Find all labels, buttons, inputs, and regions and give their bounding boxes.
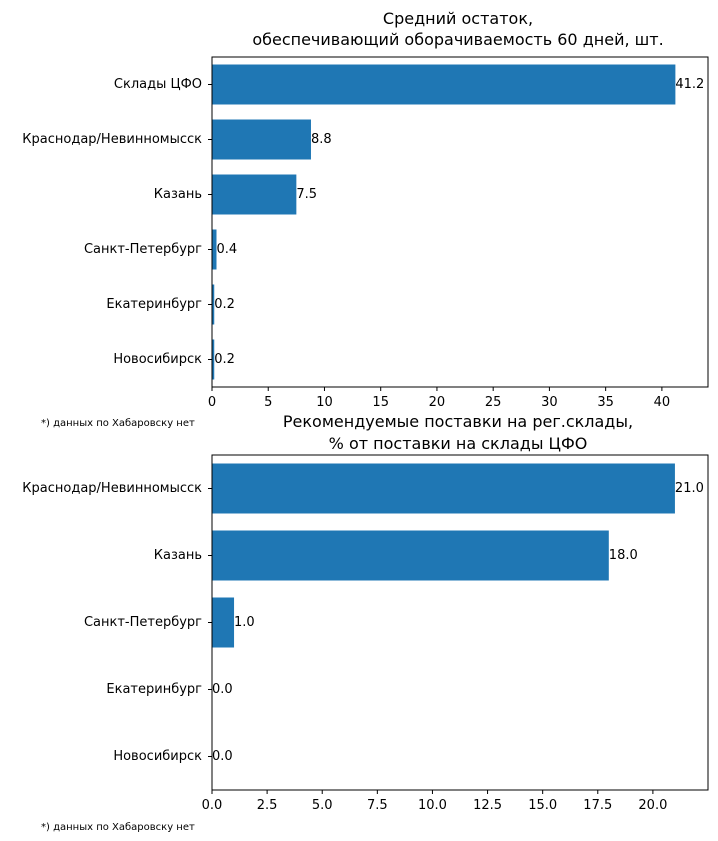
y-tick-label: Новосибирск: [113, 352, 202, 367]
data-labels: 21.0 18.0 1.0 0.0 0.0: [212, 481, 704, 764]
x-tick-label: 20: [429, 395, 446, 410]
x-tick-label: 0: [208, 395, 216, 410]
y-tick-labels: Склады ЦФО Краснодар/Невинномысск Казань Са…: [22, 77, 212, 367]
x-tick-label: 5.0: [312, 798, 333, 813]
chart-average-stock: Средний остаток, обеспечивающий оборачив…: [22, 9, 709, 429]
bar: [212, 530, 609, 581]
y-tick-label: Екатеринбург: [106, 682, 202, 697]
x-tick-label: 17.5: [583, 798, 612, 813]
plot-frame: [211, 454, 709, 791]
bar: [212, 284, 215, 325]
y-tick-label: Санкт-Петербург: [84, 615, 202, 630]
y-tick-label: Казань: [154, 548, 202, 563]
data-label: 8.8: [311, 132, 332, 147]
x-tick-label: 15.0: [528, 798, 557, 813]
x-tick-label: 10.0: [418, 798, 447, 813]
bar: [212, 463, 675, 514]
data-label: 1.0: [234, 615, 255, 630]
data-label: 41.2: [675, 77, 704, 92]
y-tick-label: Склады ЦФО: [114, 77, 202, 92]
data-label: 18.0: [609, 548, 638, 563]
bar: [212, 597, 235, 648]
chart-title-line-2: обеспечивающий оборачиваемость 60 дней, …: [252, 30, 663, 49]
y-tick-label: Казань: [154, 187, 202, 202]
chart-title-line-1: Рекомендуемые поставки на рег.склады,: [283, 412, 633, 431]
y-tick-label: Краснодар/Невинномысск: [22, 481, 202, 496]
x-tick-label: 40: [654, 395, 671, 410]
bars-group: [212, 463, 675, 648]
y-tick-label: Екатеринбург: [106, 297, 202, 312]
bar: [212, 119, 311, 160]
data-label: 0.0: [212, 749, 233, 764]
data-label: 0.0: [212, 682, 233, 697]
data-label: 0.2: [214, 352, 235, 367]
x-tick-label: 2.5: [257, 798, 278, 813]
bar: [212, 174, 297, 215]
bars-group: [212, 64, 676, 380]
bar: [212, 339, 215, 380]
y-tick-labels: Краснодар/Невинномысск Казань Санкт-Петерб…: [22, 481, 212, 764]
data-label: 7.5: [296, 187, 317, 202]
x-tick-label: 35: [597, 395, 614, 410]
chart-title-line-2: % от поставки на склады ЦФО: [329, 434, 588, 453]
x-tick-label: 25: [485, 395, 502, 410]
x-tick-label: 5: [264, 395, 272, 410]
x-tick-label: 30: [541, 395, 558, 410]
x-ticks: 0 5 10 15 20 25 30 35 40: [208, 387, 670, 410]
footnote: *) данных по Хабаровску нет: [41, 822, 195, 833]
data-label: 0.4: [216, 242, 237, 257]
footnote: *) данных по Хабаровску нет: [41, 418, 195, 429]
bar: [212, 64, 676, 105]
x-tick-label: 0.0: [202, 798, 223, 813]
y-tick-label: Новосибирск: [113, 749, 202, 764]
y-tick-label: Санкт-Петербург: [84, 242, 202, 257]
chart-title-line-1: Средний остаток,: [383, 9, 533, 28]
x-ticks: 0.0 2.5 5.0 7.5 10.0 12.5 15.0 17.5 20.0: [202, 790, 667, 813]
x-tick-label: 12.5: [473, 798, 502, 813]
x-tick-label: 7.5: [367, 798, 388, 813]
x-tick-label: 15: [372, 395, 389, 410]
x-tick-label: 20.0: [638, 798, 667, 813]
y-tick-label: Краснодар/Невинномысск: [22, 132, 202, 147]
data-label: 21.0: [675, 481, 704, 496]
plot-frame: [211, 56, 709, 388]
x-tick-label: 10: [316, 395, 333, 410]
chart-recommended-supply: Рекомендуемые поставки на рег.склады, % …: [22, 412, 709, 833]
data-label: 0.2: [214, 297, 235, 312]
bar: [212, 229, 217, 270]
data-labels: 41.2 8.8 7.5 0.4 0.2 0.2: [214, 77, 704, 367]
